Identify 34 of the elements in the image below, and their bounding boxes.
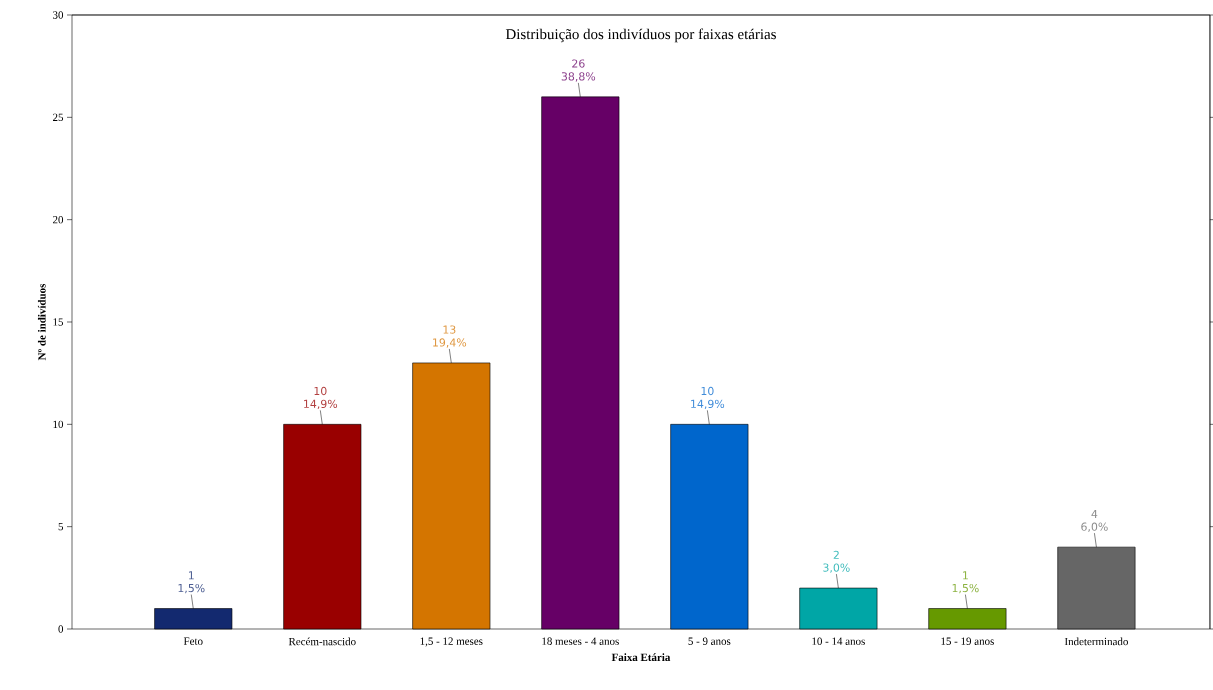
- data-label: 13: [443, 325, 456, 334]
- y-tick-label: 20: [53, 215, 64, 224]
- data-label: 10: [314, 386, 327, 396]
- y-tick-label: 30: [53, 11, 64, 19]
- x-tick-label: Recém-nascido: [288, 637, 356, 646]
- y-tick-label: 15: [53, 318, 64, 326]
- x-axis-title: Faixa Etária: [611, 653, 671, 662]
- annotation: 3,0%: [823, 563, 850, 573]
- annotation: 6,0%: [1081, 522, 1108, 532]
- x-tick-label: 1,5 - 12 meses: [420, 637, 483, 647]
- x-tick-label: 5 - 9 anos: [688, 637, 731, 645]
- annotation: 1,5%: [178, 583, 205, 594]
- data-label: 1: [189, 571, 194, 580]
- annotation: 14,9%: [691, 399, 725, 410]
- y-tick-label: 5: [58, 523, 64, 531]
- x-tick-label: Indeterminado: [1064, 637, 1128, 646]
- data-label: 2: [833, 550, 839, 559]
- x-tick-label: 18 meses - 4 anos: [542, 637, 619, 645]
- annotation: 14,9%: [304, 399, 338, 410]
- x-tick-label: 15 - 19 anos: [941, 637, 994, 645]
- annotation: 38,8%: [561, 72, 596, 82]
- y-tick-label: 10: [53, 420, 64, 429]
- text: Distribuição dos indivíduos por faixas etárias: [505, 28, 776, 43]
- y-axis-title: Nº de indivíduos: [37, 283, 46, 361]
- data-label: 4: [1091, 509, 1098, 518]
- x-tick-label: Feto: [183, 637, 203, 645]
- annotation: 1,5%: [952, 583, 979, 594]
- x-tick-label: 10 - 14 anos: [812, 637, 865, 645]
- data-label: 26: [572, 59, 585, 68]
- data-label: 1: [963, 571, 968, 580]
- y-tick-label: 25: [53, 113, 64, 122]
- data-label: 10: [701, 386, 714, 396]
- annotation: 19,4%: [433, 338, 467, 348]
- y-tick-label: 0: [58, 625, 64, 633]
